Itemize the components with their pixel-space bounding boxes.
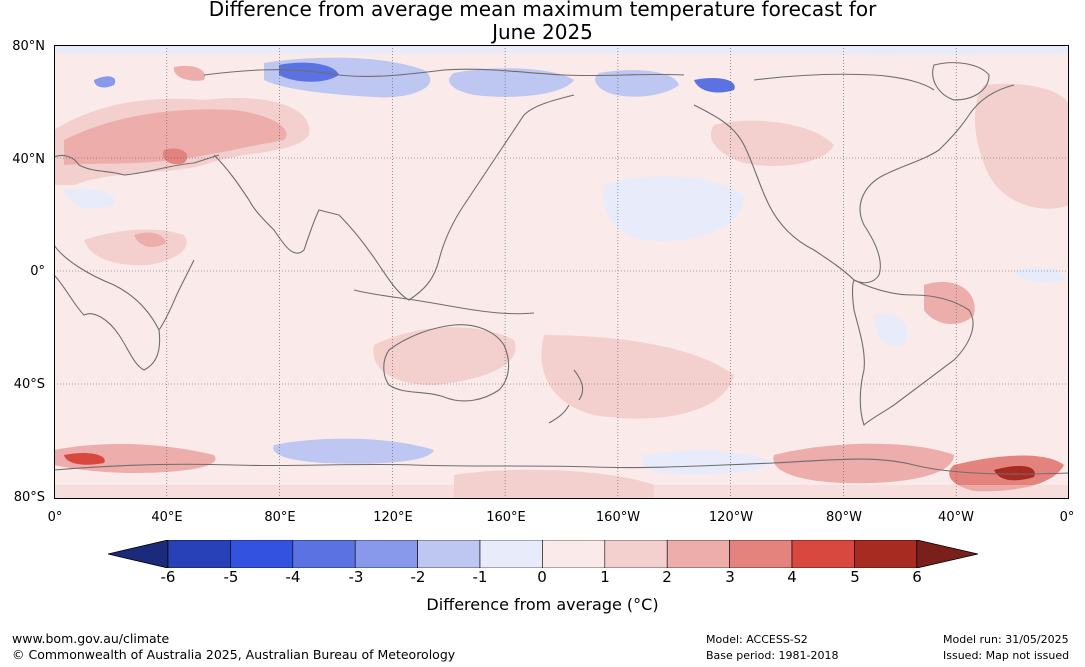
lon-label-120e: 120°E [373,510,413,525]
colorbar-tick-label: -4 [285,568,301,586]
colorbar-segment [542,540,606,568]
lon-label-0: 0° [47,510,63,525]
lon-label-80w: 80°W [826,510,862,525]
title-line-1: Difference from average mean maximum tem… [208,0,877,21]
colorbar-segment [604,540,668,568]
lon-label-80e: 80°E [264,510,296,525]
colorbar-segment [666,540,730,568]
map-title: Difference from average mean maximum tem… [0,0,1085,44]
lon-label-160w: 160°W [595,510,641,525]
lon-label-0-right: 0° [1059,510,1075,525]
footer-run-info: Model run: 31/05/2025 Issued: Map not is… [943,632,1069,664]
colorbar-tick-label: 5 [850,568,860,586]
colorbar-segment [292,540,356,568]
colorbar-tick-label: 3 [725,568,735,586]
colorbar-title: Difference from average (°C) [426,595,659,614]
colorbar-tick-label: 2 [662,568,672,586]
footer-model: Model: ACCESS-S2 [706,633,808,646]
colorbar-segment [479,540,543,568]
lat-label-40n: 40°N [12,152,45,167]
footer-left: www.bom.gov.au/climate © Commonwealth of… [12,631,455,663]
map-svg [54,45,1069,499]
footer-base-period: Base period: 1981-2018 [706,649,839,662]
lon-label-40e: 40°E [151,510,183,525]
footer-model-run: Model run: 31/05/2025 [943,633,1069,646]
colorbar-segment [354,540,418,568]
footer-copyright: © Commonwealth of Australia 2025, Austra… [12,647,456,662]
lat-label-equator: 0° [30,264,45,279]
colorbar-tick-label: 0 [537,568,547,586]
colorbar-extend-low [108,540,169,568]
title-line-2: June 2025 [492,20,593,44]
colorbar-extend-high [916,540,978,568]
graticule [54,45,1069,499]
lon-label-120w: 120°W [708,510,754,525]
colorbar-tick-label: -3 [348,568,364,586]
colorbar-tick-label: -6 [160,568,176,586]
colorbar-tick-label: 6 [912,568,922,586]
colorbar-tick-label: -5 [223,568,239,586]
colorbar-legend [108,540,978,568]
colorbar-segment [167,540,231,568]
forecast-map [54,45,1069,499]
lat-label-80n: 80°N [12,39,45,54]
footer-model-info: Model: ACCESS-S2 Base period: 1981-2018 [706,632,838,664]
lon-label-40w: 40°W [938,510,974,525]
colorbar-tick-label: -1 [472,568,488,586]
colorbar-segment [791,540,855,568]
colorbar-segment [854,540,918,568]
footer-issued: Issued: Map not issued [943,649,1070,662]
cool-anomaly-areas [54,45,1069,499]
lon-label-160e: 160°E [486,510,526,525]
colorbar-segment [729,540,793,568]
coastlines [54,62,1069,475]
lat-label-40s: 40°S [13,377,45,392]
colorbar-tick-label: 4 [787,568,797,586]
footer-website-link[interactable]: www.bom.gov.au/climate [12,631,170,646]
colorbar-segment [230,540,294,568]
colorbar-tick-label: -2 [410,568,426,586]
colorbar-tick-label: 1 [600,568,610,586]
lat-label-80s: 80°S [13,490,45,505]
colorbar-segment [417,540,481,568]
